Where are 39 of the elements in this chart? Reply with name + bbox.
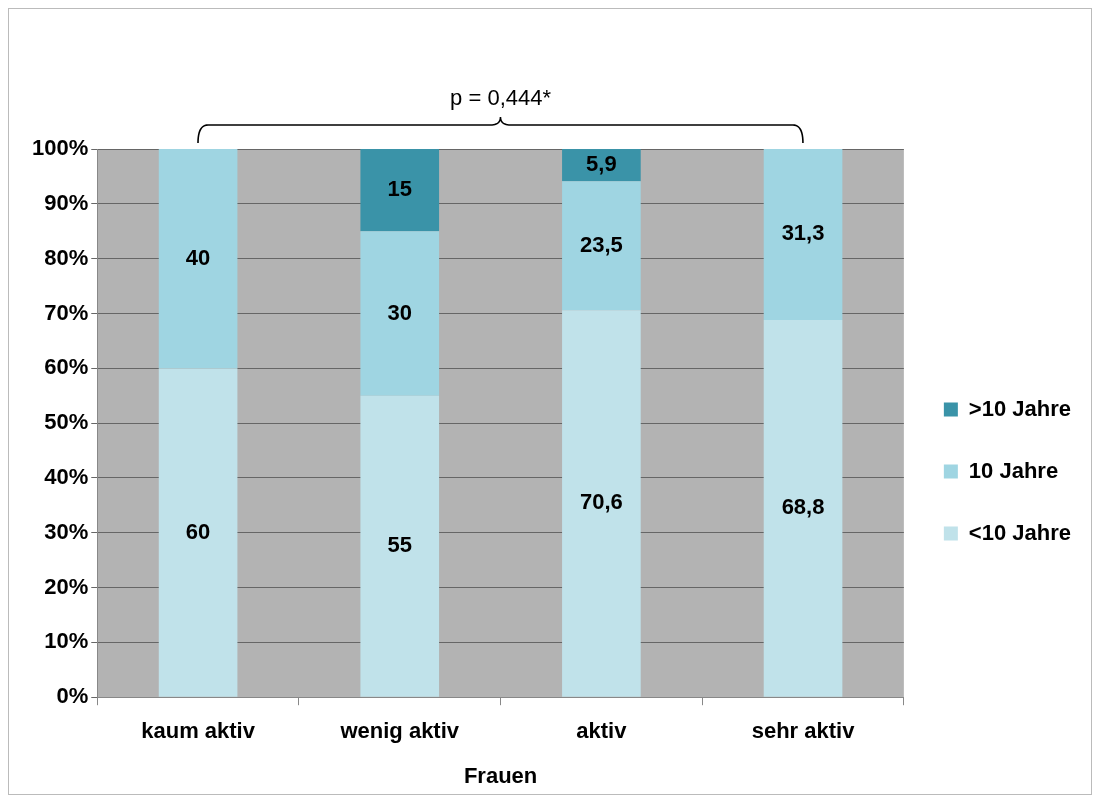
data-label: 5,9	[586, 151, 617, 177]
y-tick-label: 60%	[44, 354, 89, 380]
y-tick-label: 80%	[44, 244, 89, 270]
y-tick-label: 10%	[44, 628, 89, 654]
bar	[158, 149, 238, 369]
legend-label: 10 Jahre	[968, 457, 1059, 483]
bar	[763, 149, 843, 321]
y-tick-label: 0%	[56, 683, 89, 709]
bar	[158, 368, 238, 697]
bar	[562, 181, 641, 311]
y-tick-label: 30%	[44, 518, 89, 544]
data-label: 23,5	[579, 231, 623, 257]
data-label: 68,8	[781, 494, 825, 520]
data-label: 40	[185, 244, 211, 270]
y-tick-label: 70%	[44, 299, 89, 325]
y-tick-label: 50%	[44, 409, 89, 435]
x-tick-label: wenig aktiv	[339, 718, 460, 744]
data-label: 15	[387, 176, 412, 202]
bar	[562, 310, 641, 697]
data-label: 60	[185, 518, 211, 544]
y-tick-label: 40%	[44, 463, 89, 489]
x-axis-title: Frauen	[463, 762, 538, 788]
y-tick-label: 100%	[31, 135, 89, 161]
data-label: 30	[387, 299, 412, 325]
x-tick-label: sehr aktiv	[751, 718, 856, 744]
text: p = 0,444*	[450, 85, 552, 110]
bar	[360, 149, 440, 232]
legend-label: >10 Jahre	[968, 395, 1071, 421]
y-tick-label: 90%	[44, 189, 89, 215]
bar	[763, 320, 843, 697]
data-label: 55	[387, 532, 412, 558]
bar	[360, 395, 440, 697]
x-tick-label: aktiv	[576, 718, 628, 744]
legend-label: <10 Jahre	[968, 519, 1071, 545]
bar	[360, 231, 440, 396]
y-tick-label: 20%	[44, 573, 89, 599]
data-label: 31,3	[781, 220, 825, 246]
x-tick-label: kaum aktiv	[141, 718, 256, 744]
data-label: 70,6	[579, 489, 623, 515]
